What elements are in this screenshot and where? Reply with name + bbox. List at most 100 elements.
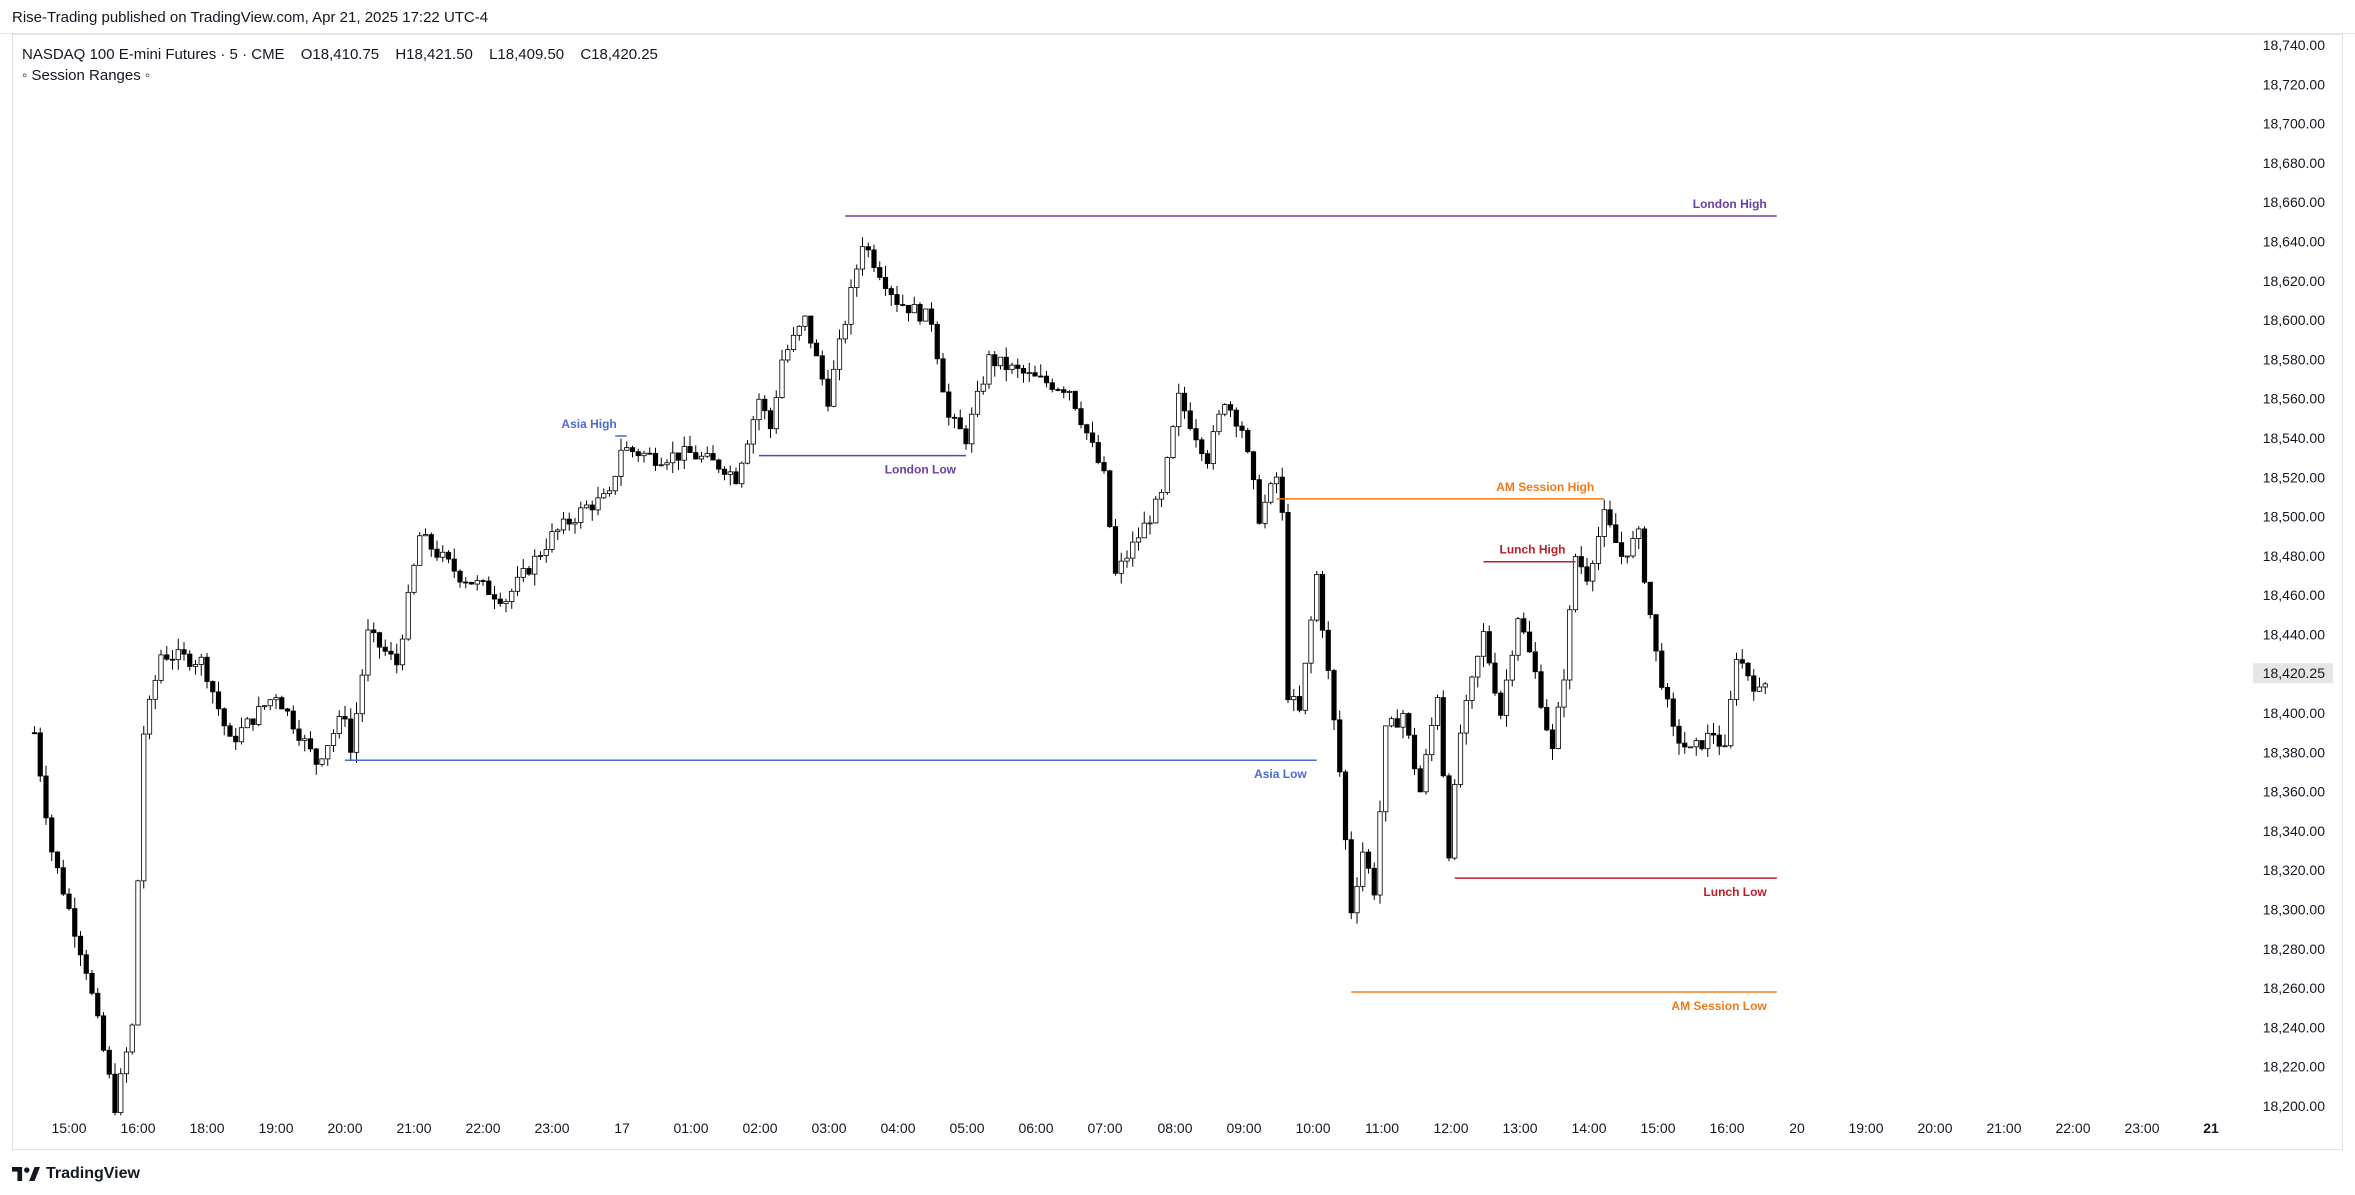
candle-down — [1072, 390, 1078, 410]
candle-up — [1463, 700, 1469, 734]
candle-up — [543, 549, 549, 556]
candle-down — [342, 716, 348, 720]
y-axis-tick-label: 18,200.00 — [2263, 1098, 2325, 1114]
y-axis-tick-label: 18,240.00 — [2263, 1019, 2325, 1035]
candle-down — [1078, 408, 1084, 426]
candle-down — [394, 653, 400, 666]
candle-down — [1710, 732, 1717, 736]
candle-up — [1423, 754, 1429, 793]
tradingview-logo-icon[interactable] — [12, 1167, 40, 1181]
candle-up — [555, 529, 561, 533]
y-axis-tick-label: 18,300.00 — [2263, 902, 2325, 918]
candle-up — [1601, 509, 1607, 537]
candle-up — [1429, 725, 1435, 756]
candle-down — [376, 632, 383, 648]
y-axis-tick-label: 18,580.00 — [2263, 351, 2325, 367]
candle-down — [992, 354, 998, 367]
candle-up — [744, 443, 751, 464]
candle-up — [1480, 631, 1487, 657]
candle-down — [589, 504, 595, 511]
candle-up — [572, 522, 578, 525]
candle-down — [348, 718, 354, 753]
candle-down — [204, 656, 210, 682]
candle-up — [325, 745, 331, 760]
candle-up — [779, 359, 785, 398]
session-level-label: Asia High — [561, 417, 616, 431]
candle-down — [1584, 566, 1590, 582]
candle-down — [934, 323, 940, 360]
candle-up — [698, 455, 705, 460]
symbol-name[interactable]: NASDAQ 100 E-mini Futures · 5 · CME — [22, 46, 285, 63]
candle-down — [1653, 614, 1659, 652]
candle-down — [1038, 375, 1044, 378]
candle-up — [664, 462, 670, 466]
candle-down — [652, 453, 659, 466]
y-axis-tick-label: 18,400.00 — [2263, 705, 2325, 721]
candle-up — [1762, 683, 1768, 688]
candle-down — [486, 580, 492, 595]
x-axis-tick-label: 16:00 — [120, 1120, 155, 1136]
candle-up — [411, 564, 417, 593]
candle-down — [733, 471, 739, 485]
candle-up — [365, 629, 371, 676]
x-axis-tick-label: 14:00 — [1571, 1120, 1606, 1136]
candle-up — [1360, 851, 1366, 887]
tradingview-brand[interactable]: TradingView — [46, 1165, 140, 1182]
candle-up — [1216, 413, 1222, 433]
candle-up — [520, 568, 526, 578]
chart-frame[interactable] — [12, 34, 2343, 1150]
indicator-label[interactable]: ◦ Session Ranges ◦ — [22, 67, 151, 84]
candle-down — [693, 452, 699, 460]
candle-up — [670, 452, 676, 464]
candle-up — [1124, 557, 1130, 562]
candle-down — [1032, 372, 1038, 377]
candle-down — [169, 658, 176, 661]
candle-down — [480, 580, 486, 582]
session-level-label: London Low — [885, 463, 957, 477]
candle-up — [560, 518, 567, 531]
candle-up — [353, 713, 360, 753]
candle-down — [1446, 775, 1452, 859]
open-value: O18,410.75 — [300, 46, 380, 63]
candle-down — [1578, 556, 1584, 568]
candle-up — [986, 354, 992, 385]
x-axis-tick-label: 20:00 — [327, 1120, 362, 1136]
y-axis-tick-label: 18,700.00 — [2263, 116, 2325, 132]
candle-up — [417, 535, 423, 566]
candle-down — [164, 654, 170, 660]
candle-down — [716, 459, 722, 470]
candle-down — [1055, 389, 1061, 391]
candle-up — [440, 551, 446, 558]
candle-down — [1739, 659, 1745, 664]
candle-up — [1164, 457, 1170, 493]
candle-down — [112, 1073, 118, 1114]
y-axis-tick-label: 18,540.00 — [2263, 430, 2325, 446]
candle-down — [1181, 392, 1188, 412]
candle-up — [974, 390, 981, 415]
y-axis-tick-label: 18,600.00 — [2263, 312, 2325, 328]
x-axis-tick-label: 03:00 — [811, 1120, 846, 1136]
candle-down — [526, 568, 532, 575]
candle-down — [31, 732, 38, 735]
candle-up — [1693, 740, 1699, 748]
candle-up — [175, 649, 181, 661]
candle-down — [951, 416, 958, 419]
candle-down — [181, 649, 187, 655]
candle-down — [434, 548, 440, 558]
candle-up — [1222, 404, 1228, 415]
candle-down — [635, 451, 641, 457]
candle-down — [1319, 574, 1326, 631]
candle-up — [129, 1024, 135, 1053]
y-axis-tick-label: 18,500.00 — [2263, 509, 2325, 525]
candle-up — [141, 733, 147, 882]
candle-up — [1026, 372, 1032, 375]
candle-down — [813, 342, 820, 357]
candle-down — [940, 358, 946, 393]
candle-down — [221, 708, 227, 727]
candle-down — [428, 534, 434, 550]
candle-up — [911, 304, 917, 314]
candle-down — [1199, 439, 1205, 455]
session-level-label: Lunch High — [1500, 543, 1566, 557]
candle-down — [1682, 742, 1688, 748]
